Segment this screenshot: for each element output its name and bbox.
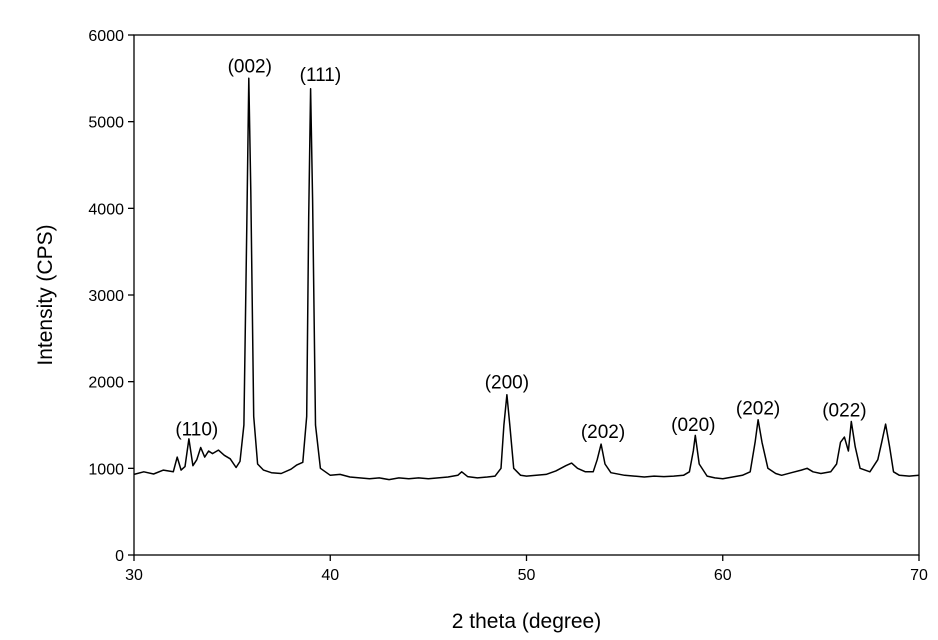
peak-label: (202) — [736, 399, 780, 420]
peak-label: (200) — [485, 373, 529, 394]
y-tick-label: 6000 — [88, 28, 124, 45]
x-tick-label: 70 — [910, 567, 928, 584]
peak-label: (110) — [175, 419, 218, 440]
x-tick-label: 30 — [125, 567, 143, 584]
x-tick-label: 50 — [518, 567, 536, 584]
y-axis-label: Intensity (CPS) — [34, 224, 57, 365]
y-tick-label: 0 — [115, 548, 124, 565]
peak-label: (202) — [581, 422, 625, 443]
y-tick-label: 4000 — [88, 201, 124, 218]
y-tick-label: 2000 — [88, 375, 124, 392]
x-tick-label: 60 — [714, 567, 732, 584]
peak-labels: (110) (002) (111) (200) (202) (020) (202) (022) — [175, 56, 866, 443]
y-tick-label: 3000 — [88, 288, 124, 305]
peak-label: (022) — [822, 400, 866, 421]
y-axis: 0 1000 2000 3000 4000 5000 6000 — [88, 28, 134, 565]
axes: 30 40 50 60 70 0 1000 2000 3000 4000 5000 6000 — [88, 28, 928, 584]
peak-label: (002) — [228, 56, 272, 77]
y-tick-label: 5000 — [88, 115, 124, 132]
diffraction-pattern-line — [133, 77, 920, 481]
peak-label: (020) — [671, 415, 715, 436]
y-tick-label: 1000 — [88, 461, 124, 478]
x-tick-label: 40 — [321, 567, 339, 584]
x-axis-label: 2 theta (degree) — [452, 610, 601, 633]
x-axis: 30 40 50 60 70 — [125, 555, 928, 584]
peak-label: (111) — [300, 65, 342, 86]
